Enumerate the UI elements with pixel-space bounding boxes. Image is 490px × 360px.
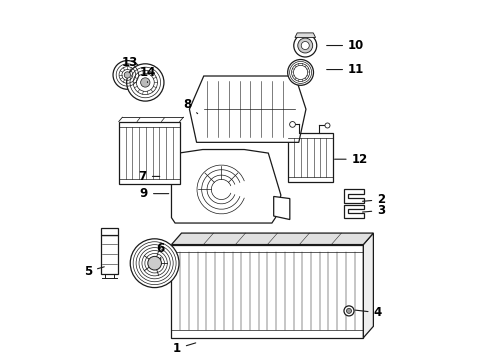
Polygon shape [344, 189, 364, 203]
Text: 1: 1 [173, 342, 196, 355]
Polygon shape [364, 233, 373, 338]
Text: 6: 6 [157, 242, 165, 260]
Circle shape [298, 38, 313, 53]
Circle shape [290, 122, 295, 127]
Text: 8: 8 [183, 98, 197, 114]
Circle shape [124, 72, 130, 78]
Text: 13: 13 [122, 56, 138, 72]
Polygon shape [172, 149, 281, 223]
Bar [288, 134, 333, 182]
Bar [172, 244, 364, 338]
Circle shape [344, 306, 354, 316]
Polygon shape [295, 33, 316, 37]
Circle shape [288, 59, 314, 85]
Text: 2: 2 [363, 193, 385, 206]
Text: 10: 10 [327, 39, 364, 52]
Circle shape [126, 64, 164, 101]
Bar [101, 234, 118, 274]
Text: 9: 9 [140, 187, 169, 200]
Text: 4: 4 [355, 306, 382, 319]
Circle shape [113, 60, 142, 89]
Circle shape [141, 78, 150, 87]
Polygon shape [274, 197, 290, 220]
Text: 12: 12 [335, 153, 368, 166]
Polygon shape [190, 76, 306, 142]
Circle shape [301, 41, 309, 50]
Text: 5: 5 [84, 265, 104, 278]
Polygon shape [172, 233, 373, 244]
Polygon shape [101, 228, 118, 234]
Text: 11: 11 [327, 63, 364, 76]
Text: 3: 3 [363, 204, 385, 217]
Circle shape [346, 309, 351, 314]
Circle shape [130, 239, 179, 288]
Circle shape [325, 123, 330, 128]
Bar [119, 122, 180, 184]
Circle shape [148, 256, 162, 270]
Circle shape [294, 34, 317, 57]
Text: 7: 7 [139, 170, 160, 183]
Polygon shape [344, 205, 364, 218]
Text: 14: 14 [139, 66, 156, 82]
